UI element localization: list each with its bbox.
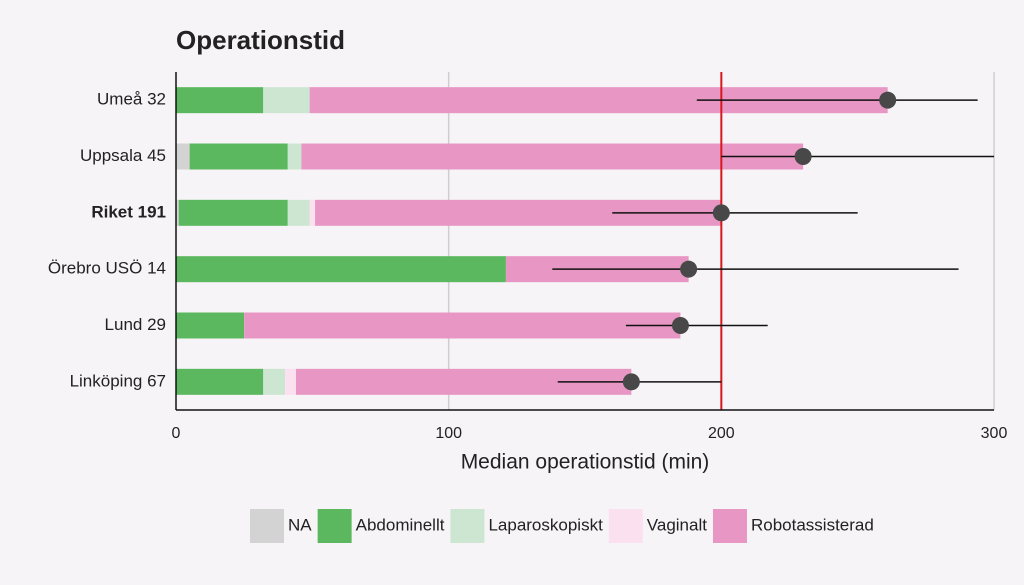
bar-segment (287, 143, 302, 170)
median-point (680, 260, 698, 278)
y-tick-label: Lund 29 (105, 315, 166, 334)
median-point (622, 373, 640, 391)
bar-segment (309, 199, 316, 226)
bar-segment (263, 87, 310, 114)
legend-label: Vaginalt (647, 515, 707, 534)
legend-label: NA (288, 515, 312, 534)
legend-swatch (712, 509, 747, 543)
legend-swatch (608, 509, 643, 543)
median-point (671, 317, 689, 334)
median-point (879, 91, 897, 109)
y-tick-label: Riket 191 (91, 202, 166, 221)
bar-segment (176, 368, 264, 395)
legend-swatch (450, 509, 485, 543)
x-tick-label: 300 (981, 425, 1008, 442)
bar-segment (244, 312, 681, 339)
bar-segment (263, 368, 286, 395)
legend-swatch (317, 509, 352, 543)
x-tick-label: 200 (708, 425, 735, 442)
y-tick-label: Linköping 67 (70, 371, 166, 390)
legend-label: Robotassisterad (751, 515, 874, 534)
bar-segment (287, 199, 310, 226)
legend-label: Laparoskopiskt (488, 515, 603, 534)
bar-segment (176, 87, 264, 114)
bar-segment (178, 199, 288, 226)
legend-label: Abdominellt (356, 515, 445, 534)
bar-segment (176, 199, 179, 226)
x-axis-label: Median operationstid (min) (461, 451, 710, 474)
y-tick-label: Umeå 32 (97, 90, 166, 109)
x-tick-label: 0 (172, 425, 181, 442)
chart-title: Operationstid (176, 25, 345, 55)
bar-segment (176, 256, 506, 283)
y-tick-label: Uppsala 45 (80, 146, 166, 165)
bar-segment (189, 143, 288, 170)
bar-segment (301, 143, 804, 170)
median-point (712, 204, 730, 222)
bar-segment (285, 368, 296, 395)
bar-segment (176, 143, 190, 170)
bar-segment (176, 312, 245, 339)
y-tick-label: Örebro USÖ 14 (48, 259, 166, 278)
median-point (794, 148, 812, 165)
legend: NA Abdominellt Laparoskopiskt Vaginalt Robot… (250, 509, 874, 543)
legend-swatch (250, 509, 284, 543)
x-tick-label: 100 (435, 425, 462, 442)
